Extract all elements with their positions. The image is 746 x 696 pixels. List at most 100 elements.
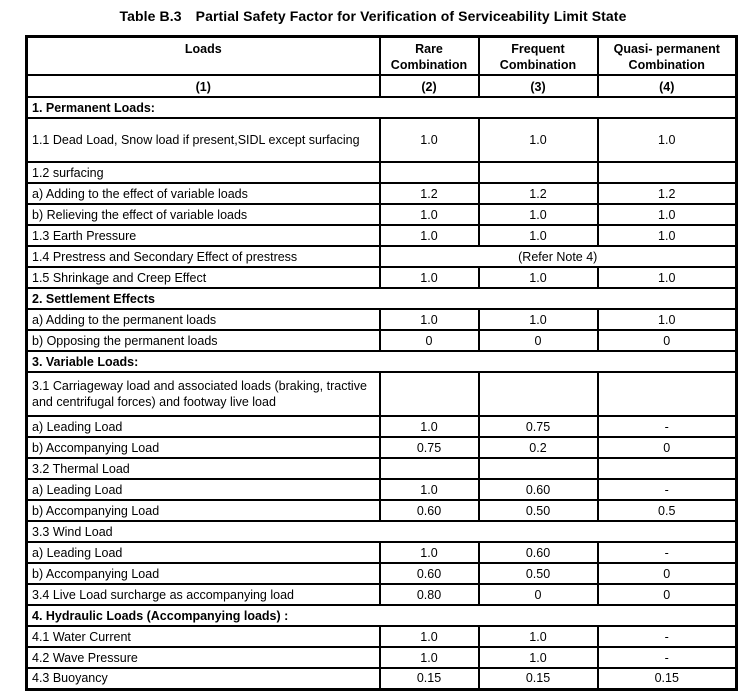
value-cell: 0.60 xyxy=(477,478,599,501)
value-cell: 0.50 xyxy=(477,562,599,585)
value-cell: 1.0 xyxy=(378,541,480,564)
value-cell: 0.5 xyxy=(596,499,738,522)
value-cell: 0.2 xyxy=(477,436,599,459)
value-cell: 1.2 xyxy=(477,182,599,205)
value-cell: 1.0 xyxy=(477,646,599,669)
section-row: 3. Variable Loads: xyxy=(25,350,738,373)
table-row: a) Adding to the permanent loads 1.0 1.0… xyxy=(25,308,738,331)
table-row: 4.2 Wave Pressure 1.0 1.0 - xyxy=(25,646,738,669)
value-cell: 1.0 xyxy=(596,224,738,247)
table-row: a) Leading Load 1.0 0.75 - xyxy=(25,415,738,438)
table-row: b) Accompanying Load 0.75 0.2 0 xyxy=(25,436,738,459)
value-cell: 1.0 xyxy=(477,625,599,648)
value-cell: - xyxy=(596,625,738,648)
value-cell: 0.15 xyxy=(378,667,480,690)
value-cell: 0 xyxy=(596,436,738,459)
col-number-1: (1) xyxy=(25,74,381,98)
load-label-cell: a) Leading Load xyxy=(25,415,381,438)
table-title-text: Partial Safety Factor for Verification o… xyxy=(195,8,627,24)
value-cell: 0.75 xyxy=(378,436,480,459)
load-label-cell: a) Leading Load xyxy=(25,541,381,564)
table-row: b) Relieving the effect of variable load… xyxy=(25,203,738,226)
table-row: b) Accompanying Load 0.60 0.50 0.5 xyxy=(25,499,738,522)
load-label-cell: b) Relieving the effect of variable load… xyxy=(25,203,381,226)
table-row: a) Adding to the effect of variable load… xyxy=(25,182,738,205)
section-row: 1. Permanent Loads: xyxy=(25,96,738,119)
header-row: Loads Rare Combination Frequent Combinat… xyxy=(25,35,738,76)
value-cell: 1.0 xyxy=(596,266,738,289)
col-header-rare: Rare Combination xyxy=(378,35,480,76)
value-cell: 1.0 xyxy=(378,625,480,648)
section-row: 2. Settlement Effects xyxy=(25,287,738,310)
section-label: 2. Settlement Effects xyxy=(25,287,738,310)
col-number-3: (3) xyxy=(477,74,599,98)
value-cell: 1.2 xyxy=(378,182,480,205)
value-cell xyxy=(477,457,599,480)
load-label-cell: 4.3 Buoyancy xyxy=(25,667,381,690)
col-header-quasi-permanent: Quasi- permanent Combination xyxy=(596,35,738,76)
load-label-cell: 3.1 Carriageway load and associated load… xyxy=(25,371,381,417)
value-cell: 0.60 xyxy=(477,541,599,564)
value-cell: 1.0 xyxy=(477,308,599,331)
value-cell: 1.0 xyxy=(378,266,480,289)
value-cell xyxy=(596,371,738,417)
load-label-cell: b) Accompanying Load xyxy=(25,499,381,522)
load-label-cell: a) Adding to the permanent loads xyxy=(25,308,381,331)
table-row: 3.4 Live Load surcharge as accompanying … xyxy=(25,583,738,606)
value-cell xyxy=(378,161,480,184)
table-row: 3.1 Carriageway load and associated load… xyxy=(25,371,738,417)
load-label-cell: a) Adding to the effect of variable load… xyxy=(25,182,381,205)
value-cell xyxy=(596,161,738,184)
value-cell: 0 xyxy=(596,562,738,585)
table-row: 4.3 Buoyancy 0.15 0.15 0.15 xyxy=(25,667,738,690)
table-row: 4.1 Water Current 1.0 1.0 - xyxy=(25,625,738,648)
value-cell: 1.0 xyxy=(378,117,480,163)
fullspan-row: 3.3 Wind Load xyxy=(25,520,738,543)
value-cell: 1.0 xyxy=(378,203,480,226)
value-cell: - xyxy=(596,478,738,501)
value-cell: 1.2 xyxy=(596,182,738,205)
value-cell: 0.60 xyxy=(378,499,480,522)
load-label-cell: 3.2 Thermal Load xyxy=(25,457,381,480)
table-row: a) Leading Load 1.0 0.60 - xyxy=(25,541,738,564)
value-cell xyxy=(378,457,480,480)
value-cell: 1.0 xyxy=(596,203,738,226)
load-label-cell: 4.2 Wave Pressure xyxy=(25,646,381,669)
section-label: 3. Variable Loads: xyxy=(25,350,738,373)
value-cell: 1.0 xyxy=(378,478,480,501)
load-label-cell: 1.5 Shrinkage and Creep Effect xyxy=(25,266,381,289)
value-cell: 1.0 xyxy=(378,646,480,669)
load-label-cell: 1.1 Dead Load, Snow load if present,SIDL… xyxy=(25,117,381,163)
col-header-loads: Loads xyxy=(25,35,381,76)
value-cell: 1.0 xyxy=(378,224,480,247)
load-label-cell: 1.3 Earth Pressure xyxy=(25,224,381,247)
value-cell: 0.15 xyxy=(477,667,599,690)
value-cell: 1.0 xyxy=(477,117,599,163)
load-label-cell: 1.2 surfacing xyxy=(25,161,381,184)
load-label-cell: 1.4 Prestress and Secondary Effect of pr… xyxy=(25,245,381,268)
table-row: b) Opposing the permanent loads 0 0 0 xyxy=(25,329,738,352)
table-row-merged: 1.4 Prestress and Secondary Effect of pr… xyxy=(25,245,738,268)
value-cell: 0.60 xyxy=(378,562,480,585)
value-cell: 0 xyxy=(378,329,480,352)
value-cell: 1.0 xyxy=(378,415,480,438)
value-cell: 1.0 xyxy=(477,203,599,226)
value-cell: 0 xyxy=(596,583,738,606)
table-row: 1.2 surfacing xyxy=(25,161,738,184)
table-number: Table B.3 xyxy=(119,8,182,24)
value-cell: 0 xyxy=(477,329,599,352)
load-label-cell: a) Leading Load xyxy=(25,478,381,501)
value-cell: 1.0 xyxy=(596,308,738,331)
col-header-frequent: Frequent Combination xyxy=(477,35,599,76)
col-number-4: (4) xyxy=(596,74,738,98)
value-cell: 0.15 xyxy=(596,667,738,690)
value-cell: - xyxy=(596,541,738,564)
value-cell: 1.0 xyxy=(477,266,599,289)
load-label-cell: 4.1 Water Current xyxy=(25,625,381,648)
value-cell: 1.0 xyxy=(596,117,738,163)
partial-safety-factor-table: Loads Rare Combination Frequent Combinat… xyxy=(25,35,738,691)
load-label-cell: b) Accompanying Load xyxy=(25,436,381,459)
table-row: b) Accompanying Load 0.60 0.50 0 xyxy=(25,562,738,585)
load-label-cell: b) Accompanying Load xyxy=(25,562,381,585)
value-cell: 0 xyxy=(596,329,738,352)
